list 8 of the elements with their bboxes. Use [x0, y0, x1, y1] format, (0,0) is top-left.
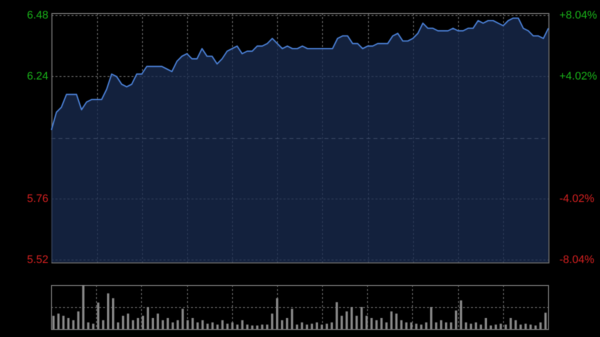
y-tick-label: 5.76	[26, 192, 48, 205]
y2-tick-label: -4.02%	[559, 192, 594, 205]
y-tick-label: 5.52	[26, 254, 48, 266]
y2-tick-label: +4.02%	[559, 70, 598, 83]
y-tick-label: 6.48	[26, 10, 48, 22]
y2-tick-label: +8.04%	[559, 9, 598, 22]
y-tick-label: 6.24	[26, 70, 48, 83]
y2-tick-label: -8.04%	[559, 254, 594, 266]
